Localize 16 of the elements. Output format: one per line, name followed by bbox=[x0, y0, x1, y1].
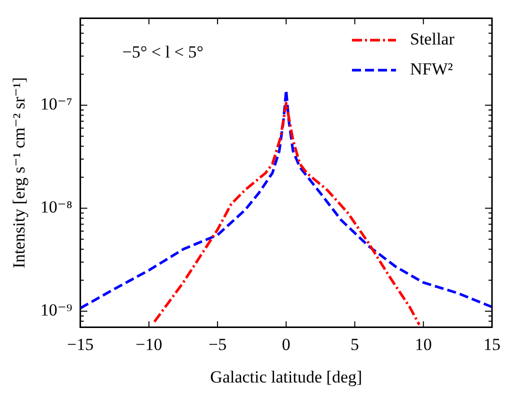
x-tick-label: 10 bbox=[414, 334, 432, 354]
x-tick-label: 15 bbox=[484, 334, 500, 354]
x-axis-title: Galactic latitude [deg] bbox=[210, 367, 362, 386]
x-tick-label: −5 bbox=[208, 334, 227, 354]
x-tick-label: −15 bbox=[67, 334, 94, 354]
y-tick-label: 10⁻⁸ bbox=[40, 198, 72, 217]
legend-label: Stellar bbox=[410, 30, 455, 49]
y-tick-label: 10⁻⁷ bbox=[40, 94, 72, 114]
x-tick-label: 5 bbox=[350, 334, 360, 354]
annotation: −5° < l < 5° bbox=[122, 42, 204, 62]
y-tick-label: 10⁻⁹ bbox=[40, 300, 72, 320]
y-axis-title: Intensity [erg s⁻¹ cm⁻² sr⁻¹] bbox=[10, 77, 29, 268]
line-series bbox=[153, 102, 421, 326]
legend-label: NFW² bbox=[410, 60, 453, 79]
x-tick-label: 0 bbox=[282, 334, 290, 354]
x-tick-label: −10 bbox=[136, 334, 162, 354]
